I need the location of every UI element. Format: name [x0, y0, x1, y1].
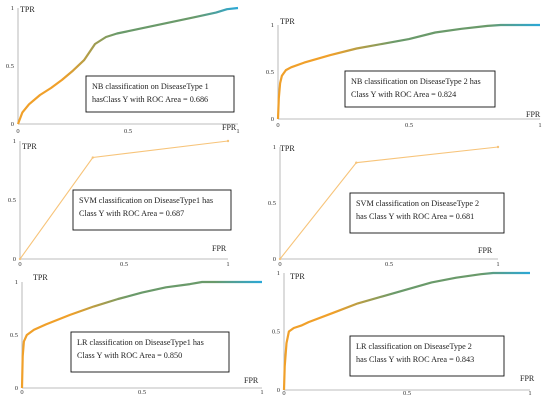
y-tick-label: 1: [277, 270, 280, 277]
x-tick-label: 0.5: [405, 122, 413, 129]
x-tick-label: 1: [538, 122, 541, 129]
annotation-box: [85, 75, 235, 113]
y-tick-label: 1: [11, 5, 14, 12]
annotation-text: NB classification on DiseaseType 1: [92, 82, 209, 91]
roc-panel-2: 0 0.5 1 0 0.5 1 TPR FPR NB classification on Dis…: [266, 17, 542, 129]
roc-point: [226, 139, 230, 143]
y-tick-label: 0.5: [272, 329, 280, 336]
y-tick-label: 0.5: [268, 200, 276, 207]
y-axis-label: TPR: [290, 272, 305, 281]
annotation-text: LR classification on DiseaseType1 has: [77, 338, 204, 347]
y-tick-label: 0: [271, 116, 274, 123]
roc-point: [18, 257, 22, 261]
x-tick-label: 0.5: [385, 261, 393, 268]
roc-panel-3: 0 0.5 1 0 0.5 1 TPR FPR SVM classification on Di…: [8, 138, 232, 268]
y-tick-label: 0.5: [8, 197, 16, 204]
x-tick-label: 1: [260, 389, 263, 396]
annotation-text: Class Y with ROC Area = 0.687: [79, 209, 184, 218]
y-tick-label: 0: [273, 256, 276, 263]
x-tick-label: 0.5: [124, 128, 132, 135]
x-axis-label: FPR: [526, 110, 541, 119]
x-tick-label: 0.5: [403, 390, 411, 397]
x-tick-label: 0: [18, 261, 21, 268]
annotation-text: LR classification on DiseaseType 2: [356, 342, 472, 351]
y-tick-label: 1: [271, 22, 274, 29]
x-axis-label: FPR: [222, 123, 237, 132]
annotation-text: SVM classification on DiseaseType 2: [356, 199, 479, 208]
y-axis-label: TPR: [20, 5, 35, 14]
y-tick-label: 0.5: [266, 69, 274, 76]
annotation-text: has Class Y with ROC Area = 0.681: [356, 212, 474, 221]
y-axis-label: TPR: [33, 273, 48, 282]
y-tick-label: 1: [15, 279, 18, 286]
roc-panel-5: 0 0.5 1 0 0.5 1 TPR FPR LR classification on Dis…: [10, 273, 264, 396]
annotation-text: Class Y with ROC Area = 0.824: [351, 90, 456, 99]
roc-curve: [16, 6, 239, 125]
y-tick-label: 0: [13, 256, 16, 263]
x-tick-label: 1: [528, 390, 531, 397]
roc-point: [355, 161, 358, 164]
x-axis-label: FPR: [212, 244, 227, 253]
annotation-box: [72, 189, 232, 231]
annotation-text: has Class Y with ROC Area = 0.843: [356, 355, 474, 364]
x-axis-label: FPR: [244, 376, 259, 385]
x-axis-label: FPR: [520, 374, 535, 383]
annotation-text: SVM classification on DiseaseType1 has: [79, 196, 213, 205]
x-tick-label: 0: [278, 261, 281, 268]
annotation-box: [70, 331, 230, 373]
y-axis-label: TPR: [280, 144, 295, 153]
x-tick-label: 0.5: [138, 389, 146, 396]
x-tick-label: 1: [226, 261, 229, 268]
annotation-box: [349, 192, 505, 234]
roc-curve: [282, 271, 530, 391]
roc-curve: [276, 23, 540, 120]
x-tick-label: 1: [236, 128, 239, 135]
y-tick-label: 0: [277, 387, 280, 394]
annotation-text: hasClass Y with ROC Area = 0.686: [92, 95, 208, 104]
y-axis-label: TPR: [280, 17, 295, 26]
roc-panel-6: 0 0.5 1 0 0.5 1 TPR FPR LR classification on Dis…: [272, 270, 535, 397]
x-tick-label: 1: [496, 261, 499, 268]
roc-point: [91, 156, 95, 159]
roc-panel-4: 0 0.5 1 0 0.5 1 TPR FPR SVM classification on Di…: [268, 144, 505, 268]
annotation-text: Class Y with ROC Area = 0.850: [77, 351, 182, 360]
y-tick-label: 1: [13, 138, 16, 145]
y-tick-label: 1: [273, 144, 276, 151]
x-tick-label: 0: [276, 122, 279, 129]
x-tick-label: 0: [16, 128, 19, 135]
x-axis-label: FPR: [478, 246, 493, 255]
y-tick-label: 0: [11, 121, 14, 128]
y-tick-label: 0: [15, 385, 18, 392]
y-tick-label: 0.5: [6, 63, 14, 70]
roc-panel-1: 0 0.5 1 0 0.5 1 TPR FPR NB classification on Dis…: [6, 5, 240, 135]
roc-point: [496, 145, 500, 149]
roc-point: [278, 257, 282, 261]
x-tick-label: 0: [20, 389, 23, 396]
annotation-text: NB classification on DiseaseType 2 has: [351, 77, 481, 86]
annotation-box: [349, 335, 505, 377]
x-tick-label: 0: [282, 390, 285, 397]
x-tick-label: 0.5: [120, 261, 128, 268]
y-axis-label: TPR: [22, 142, 37, 151]
annotation-box: [344, 70, 496, 108]
roc-curve: [20, 280, 262, 389]
y-tick-label: 0.5: [10, 332, 18, 339]
